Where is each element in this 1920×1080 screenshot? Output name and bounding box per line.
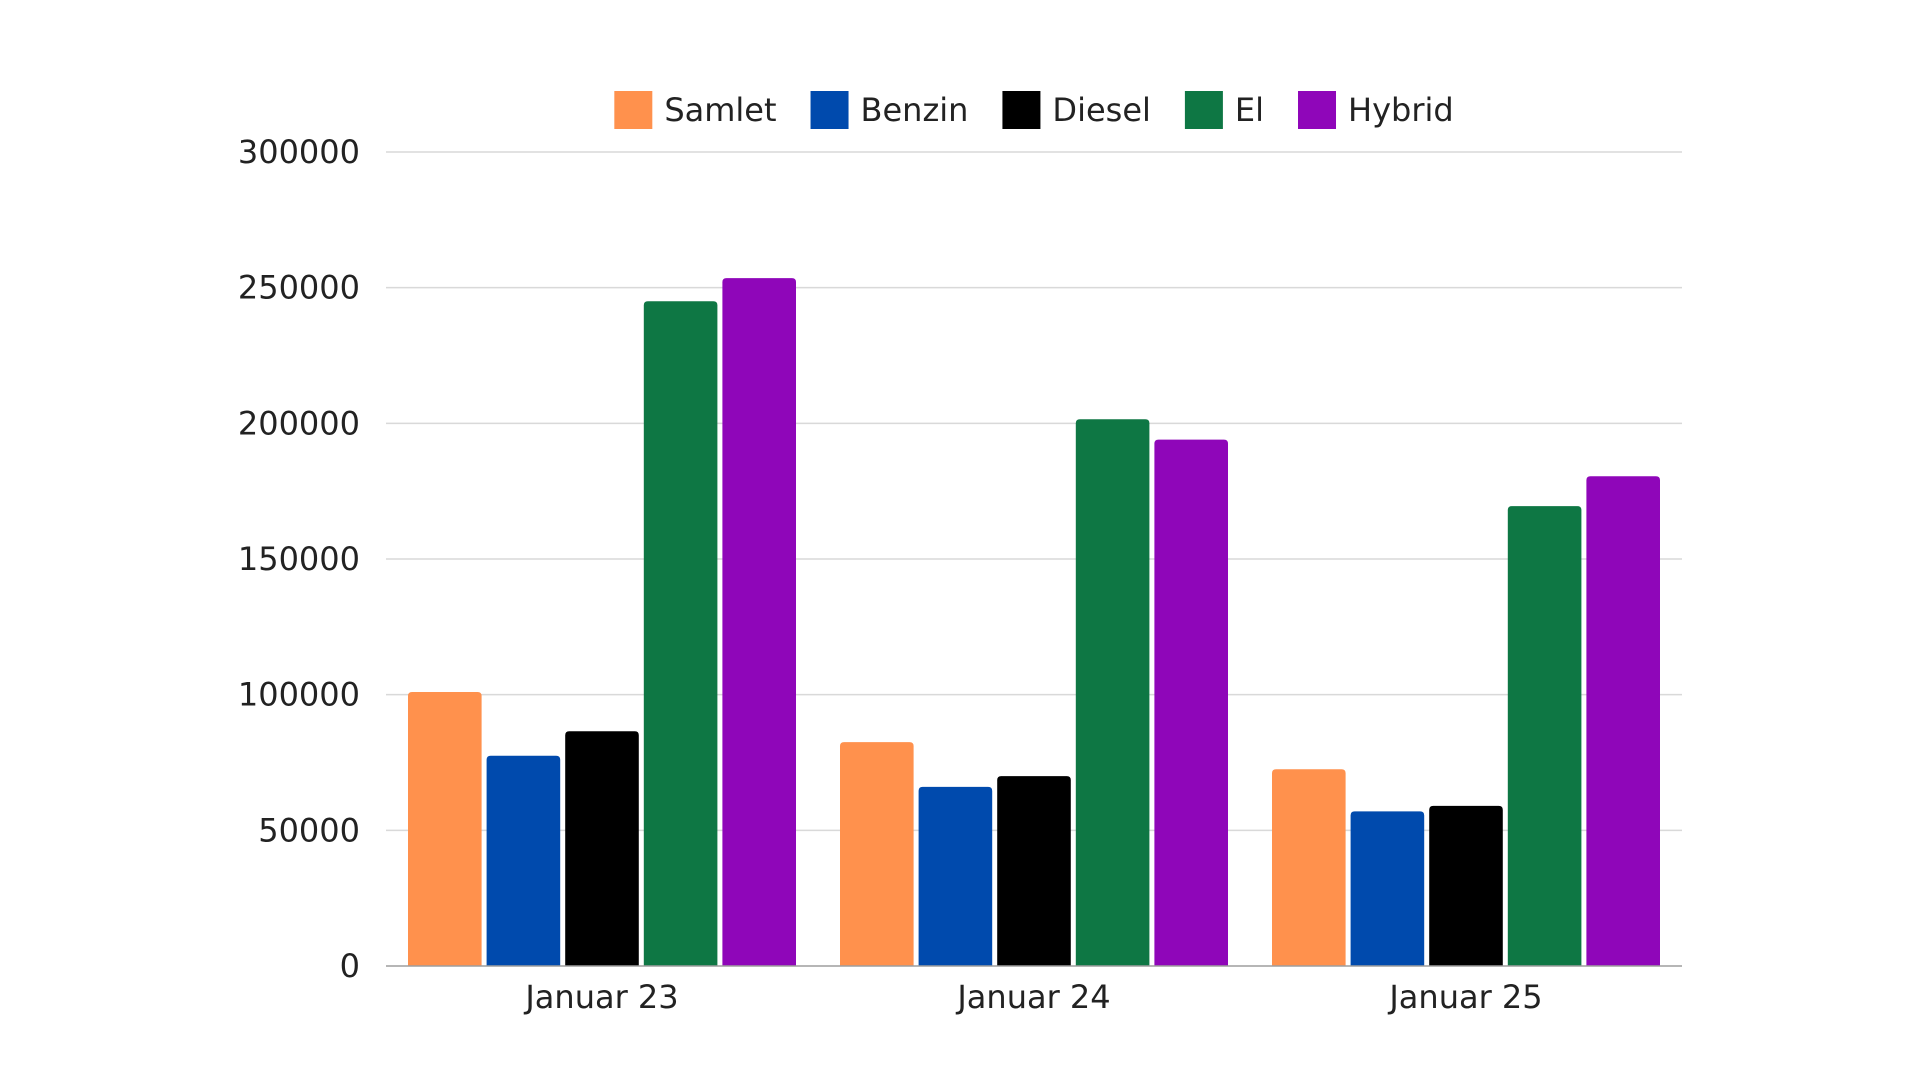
bar-el-1 (643, 301, 718, 966)
grid-lines (386, 151, 1682, 832)
legend-label: Samlet (664, 91, 776, 129)
bar-hybrid-2 (1154, 439, 1228, 966)
y-tick-label: 0 (340, 947, 360, 985)
bar-diesel-1 (565, 731, 639, 966)
x-tick-label: Januar 23 (523, 978, 678, 1016)
legend-label: Benzin (861, 91, 969, 129)
bar-el-2 (1075, 419, 1150, 967)
bar-benzin-2 (918, 786, 993, 966)
y-tick-label: 300000 (238, 133, 360, 171)
legend-label: Hybrid (1348, 91, 1454, 129)
y-tick-label: 50000 (258, 811, 360, 849)
x-axis-ticks: Januar 23 Januar 24 Januar 25 (523, 978, 1542, 1016)
bar-samlet-1 (408, 691, 482, 966)
bar-hybrid-1 (722, 278, 796, 966)
bar-benzin-3 (1350, 811, 1425, 966)
legend-swatch (1184, 91, 1223, 129)
bar-diesel-2 (997, 776, 1071, 966)
legend-swatch (614, 91, 653, 129)
legend-item-samlet: Samlet (614, 91, 777, 129)
legend-label: El (1235, 91, 1264, 129)
y-tick-label: 200000 (238, 404, 360, 442)
legend-item-diesel: Diesel (1002, 91, 1151, 129)
bar-diesel-3 (1429, 805, 1503, 966)
legend-label: Diesel (1052, 91, 1150, 129)
y-tick-label: 250000 (238, 269, 360, 307)
legend-swatch (1298, 91, 1337, 129)
bar-hybrid-3 (1586, 476, 1660, 966)
y-tick-label: 100000 (238, 676, 360, 714)
legend-item-benzin: Benzin (810, 91, 969, 129)
bars (408, 278, 1660, 967)
legend-item-el: El (1184, 91, 1264, 129)
legend-swatch (810, 91, 849, 129)
x-tick-label: Januar 24 (955, 978, 1110, 1016)
bar-samlet-3 (1272, 769, 1346, 966)
bar-samlet-2 (840, 742, 914, 966)
bar-benzin-1 (486, 755, 561, 966)
legend-swatch (1002, 91, 1041, 129)
y-axis-ticks: 0 50000 100000 150000 200000 250000 300000 (238, 133, 360, 985)
legend-item-hybrid: Hybrid (1298, 91, 1454, 129)
legend: Samlet Benzin Diesel El Hybrid (614, 91, 1454, 129)
y-tick-label: 150000 (238, 540, 360, 578)
x-tick-label: Januar 25 (1387, 978, 1542, 1016)
bar-el-3 (1507, 506, 1582, 966)
